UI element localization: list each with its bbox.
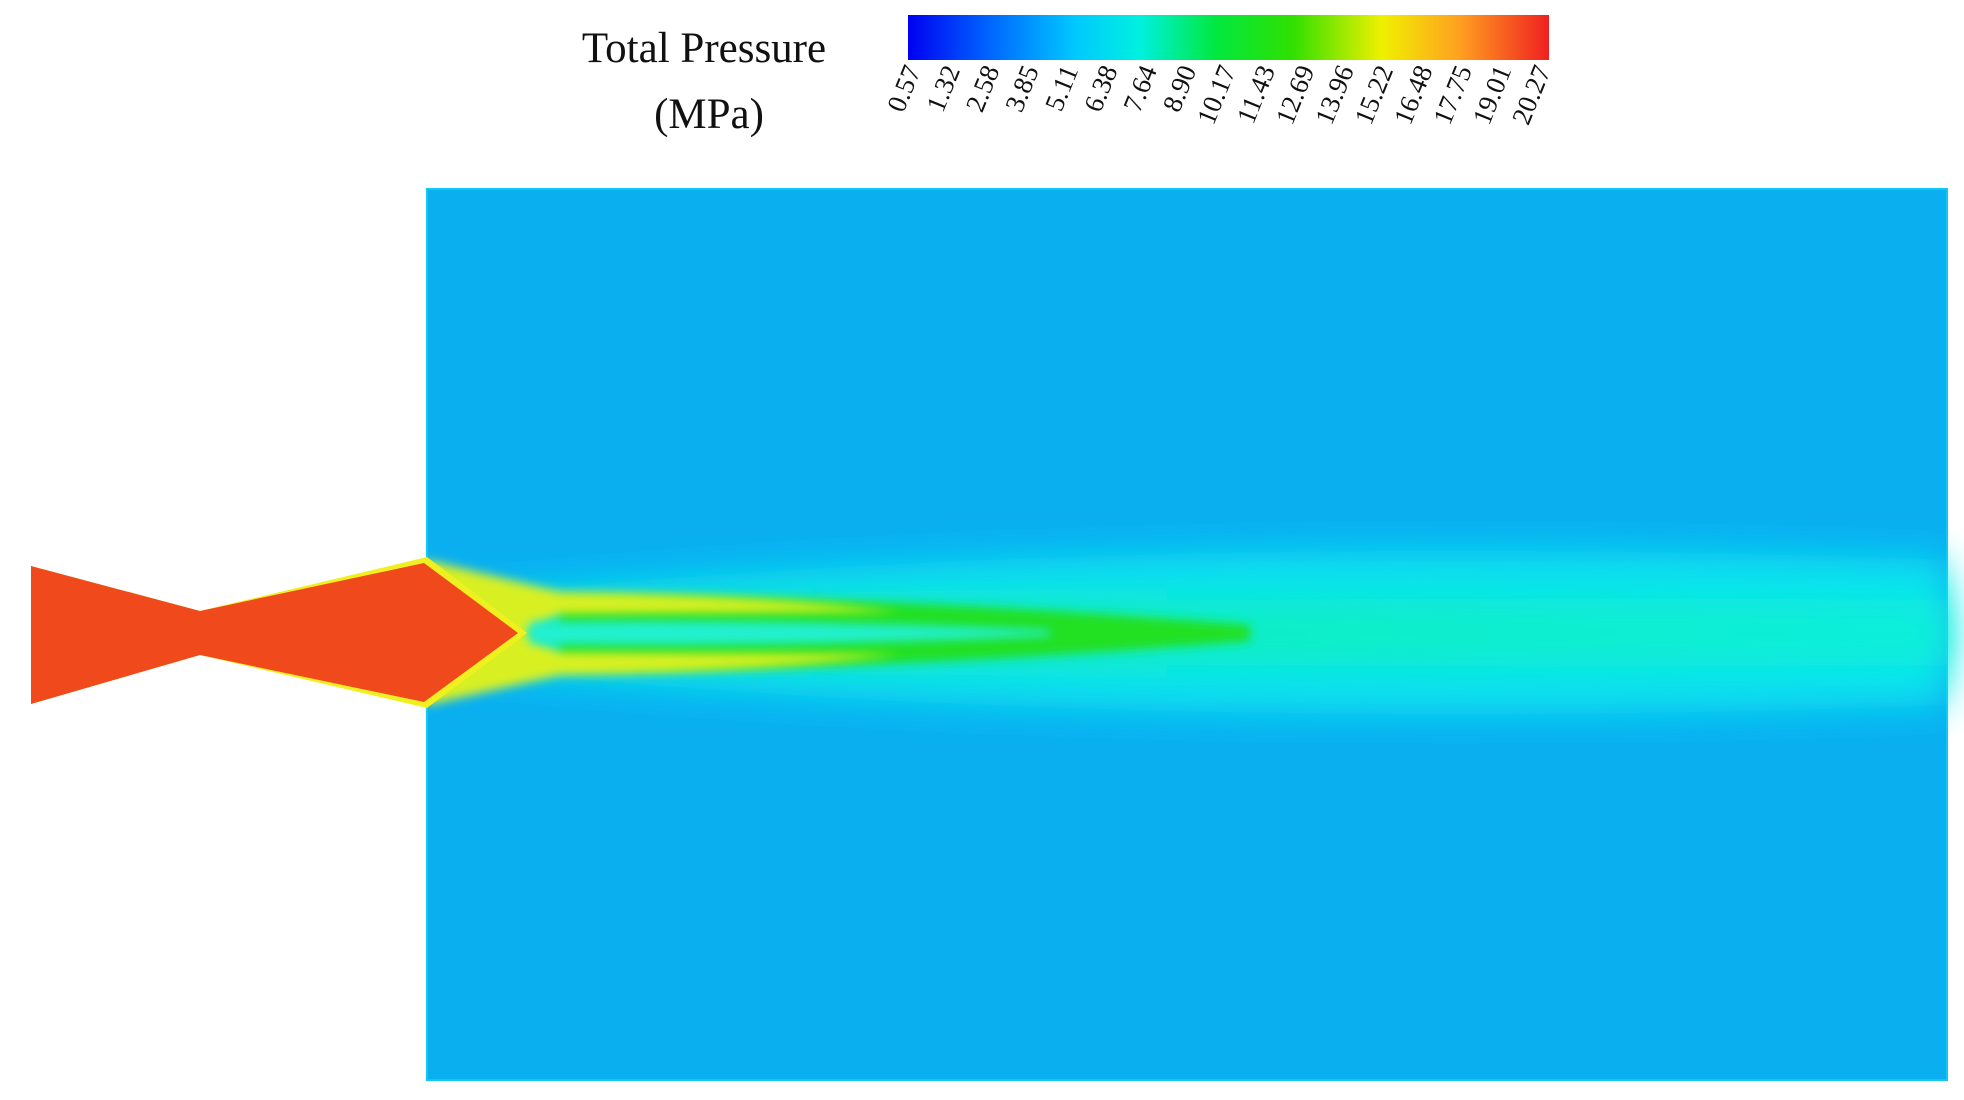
colorbar-tick-label: 2.58 xyxy=(960,61,1006,116)
colorbar-ticks: 0.571.322.583.855.116.387.648.9010.1711.… xyxy=(881,61,1557,129)
legend-title: Total Pressure xyxy=(582,25,826,72)
legend-unit: (MPa) xyxy=(654,91,764,138)
colorbar-tick-label: 3.85 xyxy=(999,61,1045,116)
colorbar-tick-label: 0.57 xyxy=(881,61,927,116)
contour-field xyxy=(31,188,1948,1081)
colorbar-tick-label: 5.11 xyxy=(1039,61,1084,115)
colorbar-tick-label: 7.64 xyxy=(1117,61,1163,117)
colorbar xyxy=(908,15,1549,60)
colorbar-tick-label: 6.38 xyxy=(1078,61,1124,116)
colorbar-tick-label: 1.32 xyxy=(920,61,966,116)
